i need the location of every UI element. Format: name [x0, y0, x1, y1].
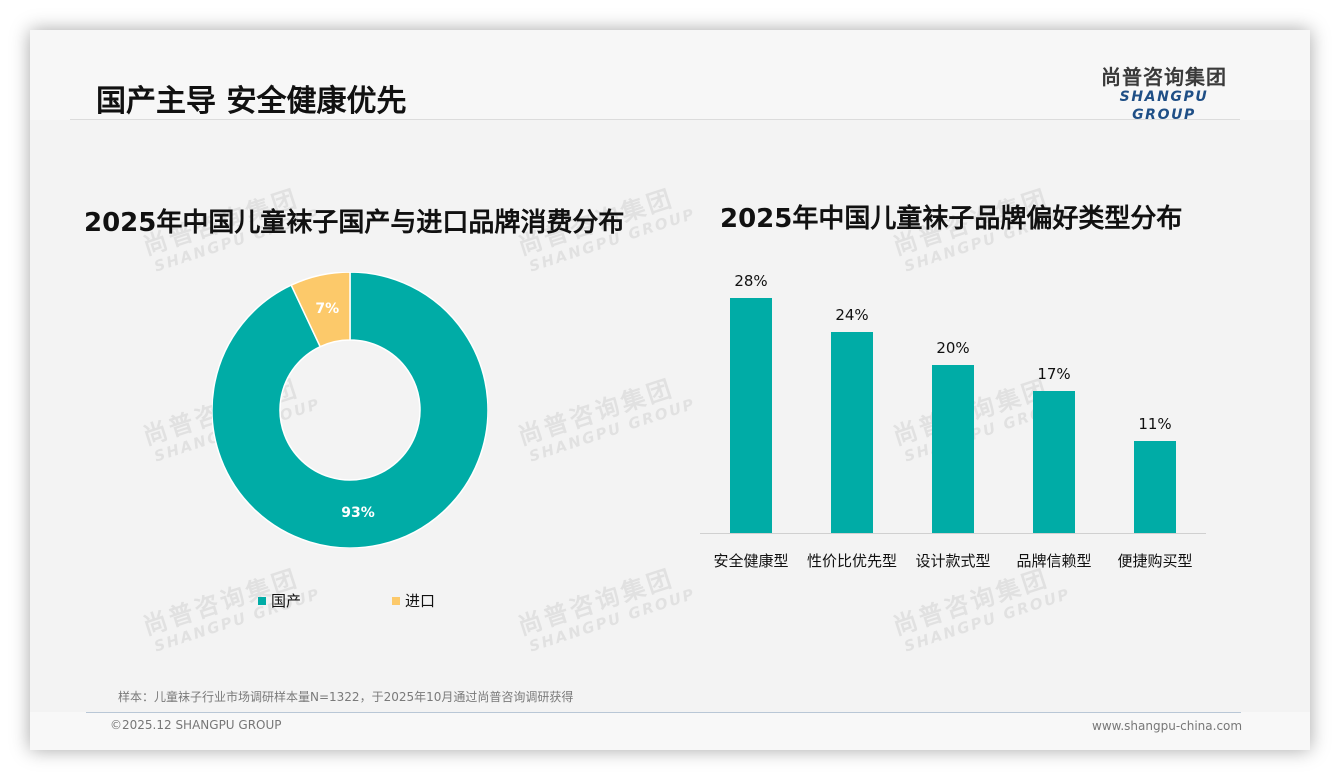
bar — [932, 365, 974, 534]
donut-segment-import — [290, 271, 351, 348]
bar — [730, 298, 772, 534]
donut-chart-title: 2025年中国儿童袜子国产与进口品牌消费分布 — [84, 208, 625, 238]
slide: 国产主导 安全健康优先 尚普咨询集团 SHANGPU GROUP 尚普咨询集团 S… — [30, 30, 1310, 750]
bar-column: 11% — [1134, 262, 1176, 534]
footer-divider — [86, 712, 1241, 713]
legend-swatch-teal — [258, 596, 266, 605]
copyright-text: ©2025.12 SHANGPU GROUP — [110, 718, 282, 732]
x-axis-label: 品牌信赖型 — [1016, 552, 1092, 570]
website-link[interactable]: www.shangpu-china.com — [1092, 719, 1243, 733]
page-title: 国产主导 安全健康优先 — [96, 84, 407, 119]
bar-column: 24% — [831, 262, 873, 534]
bar-value-label: 24% — [835, 305, 869, 324]
bar-value-label: 17% — [1037, 364, 1071, 383]
bar-value-label: 11% — [1138, 415, 1172, 434]
bar-column: 17% — [1033, 262, 1075, 534]
x-axis-label: 性价比优先型 — [806, 552, 897, 570]
x-axis-label: 设计款式型 — [915, 552, 991, 570]
legend-label: 国产 — [271, 592, 302, 610]
logo-english: SHANGPU GROUP — [1119, 89, 1209, 123]
donut-label-import: 7% — [315, 300, 340, 317]
bar-chart-plot: 28% 24% 20% 17% 11% — [700, 262, 1206, 534]
x-axis-line — [700, 533, 1206, 534]
legend-swatch-yellow — [392, 596, 400, 605]
legend-item-domestic: 国产 — [258, 590, 301, 611]
bar — [1033, 390, 1075, 534]
footer-band — [30, 712, 1310, 750]
header-band — [30, 30, 1310, 120]
x-axis-label: 便捷购买型 — [1117, 552, 1193, 570]
bar-chart-title: 2025年中国儿童袜子品牌偏好类型分布 — [720, 204, 1183, 234]
sample-note: 样本：儿童袜子行业市场调研样本量N=1322，于2025年10月通过尚普咨询调研… — [118, 690, 574, 704]
bar-value-label: 20% — [936, 339, 970, 358]
bar — [1134, 441, 1176, 534]
legend-item-import: 进口 — [392, 590, 435, 611]
bar-column: 28% — [730, 262, 772, 534]
bar-column: 20% — [932, 262, 974, 534]
donut-segment-domestic — [211, 271, 489, 549]
bar — [831, 331, 873, 534]
donut-chart: 93% 7% — [211, 271, 489, 549]
legend-label: 进口 — [405, 592, 436, 610]
x-axis-label: 安全健康型 — [713, 552, 789, 570]
header-divider — [70, 119, 1240, 120]
bar-value-label: 28% — [734, 272, 768, 290]
donut-label-domestic: 93% — [341, 505, 375, 521]
company-logo: 尚普咨询集团 SHANGPU GROUP — [1088, 66, 1240, 124]
logo-chinese: 尚普咨询集团 — [1101, 65, 1227, 89]
donut-svg — [211, 271, 489, 549]
